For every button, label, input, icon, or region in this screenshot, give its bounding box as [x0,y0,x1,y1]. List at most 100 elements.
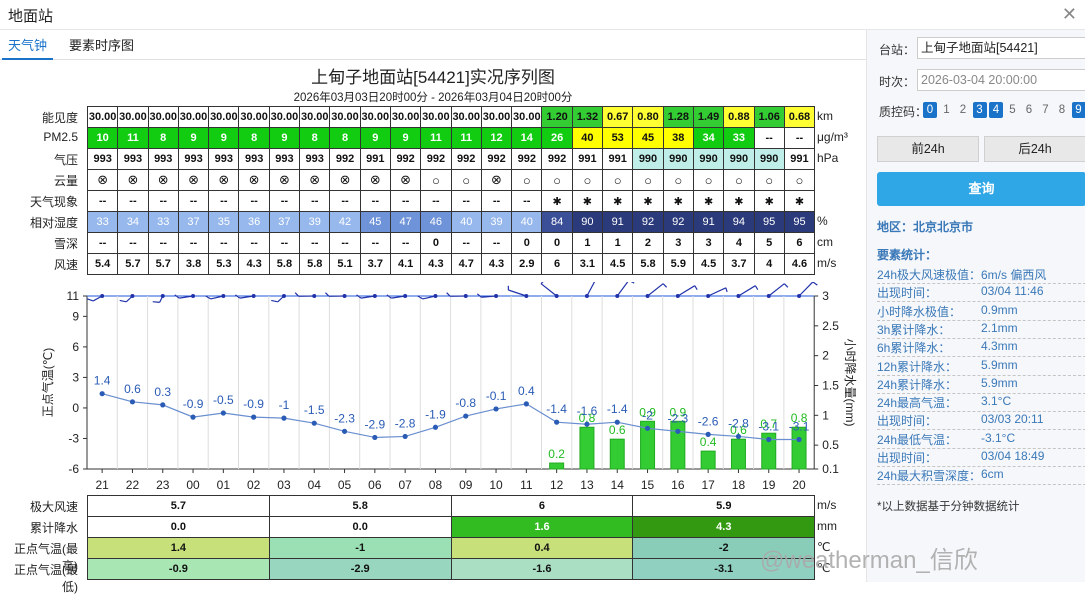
temp-label: -2.9 [365,417,386,431]
summary-cell: -2.9 [269,559,451,580]
temp-point [463,413,468,418]
obs-cell: ⊗ [481,170,511,191]
temp-label: -0.9 [243,397,264,411]
time-input[interactable]: 2026-03-04 20:00:00 [917,69,1085,91]
temp-label: -1.9 [425,407,446,421]
query-button[interactable]: 查询 [877,172,1085,206]
wind-barb-base [433,294,437,298]
tab-weather-clock[interactable]: 天气钟 [2,34,53,60]
summary-cell: 4.3 [633,517,815,538]
stats-title: 要素统计： [877,246,937,263]
obs-cell: ⊗ [148,170,178,191]
wind-barb-base [615,294,619,298]
tab-element-series[interactable]: 要素时序图 [63,34,140,60]
obs-cell: -- [148,191,178,212]
obs-cell: 6 [542,254,572,275]
qc-code-6[interactable]: 6 [1022,102,1036,118]
summary-unit: m/s [817,498,836,512]
obs-cell: 39 [481,212,511,233]
qc-code-1[interactable]: 1 [940,102,954,118]
obs-cell: 993 [239,149,269,170]
summary-cell: 6 [451,496,633,517]
obs-cell: ⊗ [178,170,208,191]
x-tick-label: 09 [459,478,473,492]
temp-label: 0.6 [124,382,141,396]
prev-24h-button[interactable]: 前24h [877,136,979,162]
qc-code-0[interactable]: 0 [923,102,937,118]
wind-barb [587,282,596,296]
qc-code-7[interactable]: 7 [1039,102,1053,118]
precip-bar [671,421,685,469]
obs-cell: 40 [451,212,481,233]
obs-cell: 8 [148,128,178,149]
qc-code-9[interactable]: 9 [1072,102,1085,118]
qc-code-4[interactable]: 4 [989,102,1003,118]
obs-cell: 9 [269,128,299,149]
stat-row: 24h最大积雪深度：6cm [877,467,1085,485]
wind-barb [617,282,629,296]
obs-cell: 30.00 [118,107,148,128]
stat-row: 出现时间：03/04 11:46 [877,284,1085,302]
x-tick-label: 12 [550,478,564,492]
obs-cell: 11 [451,128,481,149]
y-axis-title: 正点气温(℃) [40,348,55,417]
x-tick-label: 15 [641,478,655,492]
obs-cell: -- [330,233,360,254]
temp-point [796,437,801,442]
obs-cell: 30.00 [88,107,118,128]
obs-cell: 0 [542,233,572,254]
x-tick-label: 17 [701,478,715,492]
qc-code-5[interactable]: 5 [1006,102,1020,118]
obs-cell: ○ [421,170,451,191]
obs-cell: 47 [390,212,420,233]
x-tick-label: 19 [762,478,776,492]
obs-cell: ✱ [633,191,663,212]
obs-cell: 3.7 [360,254,390,275]
wind-barb-flag [87,299,93,301]
obs-cell: 11 [421,128,451,149]
stat-key: 12h累计降水： [877,360,957,374]
obs-cell: 991 [572,149,602,170]
temp-point [584,422,589,427]
precip-bar [610,439,624,469]
obs-cell: -- [178,191,208,212]
wind-barb-base [676,294,680,298]
precip-bar [792,427,806,469]
window-titlebar: 地面站 ✕ [0,0,1085,30]
x-tick-label: 08 [429,478,443,492]
next-24h-button[interactable]: 后24h [984,136,1085,162]
stat-key: 出现时间： [877,451,937,465]
obs-cell: 30.00 [512,107,542,128]
obs-cell: 992 [451,149,481,170]
qc-code-2[interactable]: 2 [956,102,970,118]
obs-cell: ⊗ [390,170,420,191]
obs-cell: 40 [512,212,542,233]
obs-cell: -- [360,233,390,254]
precip-bar [731,439,745,469]
wind-barb-base [282,294,286,298]
obs-cell: 92 [663,212,693,233]
obs-cell: 993 [178,149,208,170]
obs-cell: 3.1 [572,254,602,275]
obs-cell: 0 [512,233,542,254]
x-tick-label: 14 [611,478,625,492]
y-tick-label: -3 [68,431,79,445]
obs-cell: 2 [633,233,663,254]
obs-cell: 26 [542,128,572,149]
wind-barb-base [494,294,498,298]
stat-value: 5.9mm [981,376,1018,390]
obs-cell: 0.67 [603,107,633,128]
temp-label: -1.4 [607,402,628,416]
close-icon[interactable]: ✕ [1062,4,1077,25]
summary-label: 累计降水 [0,519,78,536]
obs-cell: ✱ [724,191,754,212]
obs-cell: 30.00 [178,107,208,128]
temp-point [251,415,256,420]
obs-cell: 5.8 [269,254,299,275]
y2-axis-title: 小时降水量(mm) [843,339,857,427]
obs-cell: 11 [118,128,148,149]
qc-code-3[interactable]: 3 [973,102,987,118]
qc-code-8[interactable]: 8 [1055,102,1069,118]
station-input[interactable]: 上甸子地面站[54421] [917,37,1085,59]
